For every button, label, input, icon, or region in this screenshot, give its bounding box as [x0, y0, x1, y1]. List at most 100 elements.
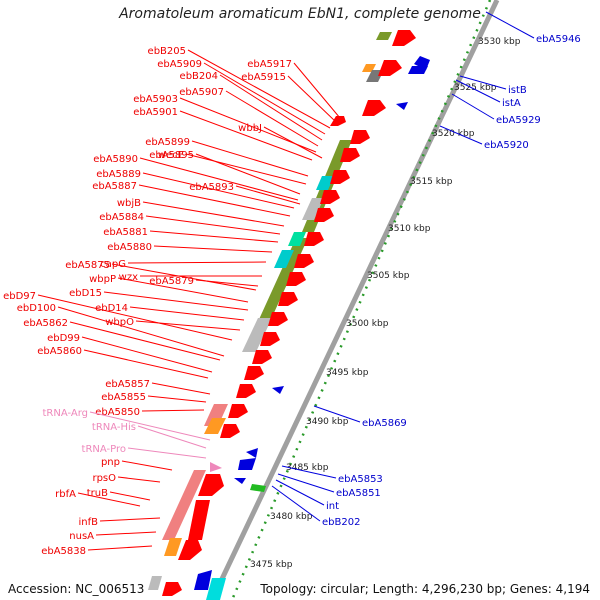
- gene-label[interactable]: nusA: [69, 531, 94, 542]
- scale-tick-label: 3475 kbp: [250, 560, 293, 570]
- label-leader-line: [185, 153, 307, 185]
- label-leader-line: [145, 215, 281, 235]
- gene-arrow-forward: [260, 332, 280, 346]
- scale-tick-label: 3530 kbp: [478, 37, 521, 47]
- gene-label[interactable]: ebA5909: [157, 59, 202, 70]
- gene-label[interactable]: ebA5893: [189, 182, 234, 193]
- label-leader-line: [89, 411, 211, 441]
- label-leader-line: [287, 75, 337, 123]
- gene-label[interactable]: ebA5838: [41, 546, 86, 557]
- label-leader-line: [293, 62, 341, 119]
- label-leader-line: [195, 279, 259, 287]
- gene-label[interactable]: ebA5880: [107, 242, 152, 253]
- gene-label[interactable]: ebA5857: [105, 379, 150, 390]
- gene-label[interactable]: ebB204: [180, 71, 218, 82]
- scale-tick-label: 3505 kbp: [367, 271, 410, 281]
- gene-label[interactable]: truB: [87, 488, 108, 499]
- gene-arrow-reverse: [246, 448, 258, 458]
- gene-label[interactable]: ebA5853: [338, 474, 383, 485]
- gene-label[interactable]: ebA5889: [96, 169, 141, 180]
- gene-label[interactable]: rpsO: [92, 473, 116, 484]
- gene-label[interactable]: ebA5869: [362, 418, 407, 429]
- gene-label[interactable]: wbpO: [105, 317, 134, 328]
- label-leader-line: [57, 306, 225, 357]
- gene-label[interactable]: ebA5895: [149, 150, 194, 161]
- gene-label[interactable]: pnp: [101, 457, 120, 468]
- trna-label[interactable]: tRNA-Pro: [82, 444, 126, 455]
- gene-label[interactable]: ebA5917: [247, 59, 292, 70]
- gene-band-cyan: [274, 250, 294, 268]
- label-leader-line: [275, 479, 325, 506]
- gene-arrow-reverse: [194, 570, 212, 590]
- scale-tick-label: 3525 kbp: [454, 83, 497, 93]
- gene-arrow-forward: [228, 404, 248, 418]
- gene-arrow-forward: [178, 540, 202, 560]
- gene-label[interactable]: ebA5920: [484, 140, 529, 151]
- gene-label[interactable]: ebD14: [95, 303, 128, 314]
- gene-label[interactable]: ebD100: [17, 303, 56, 314]
- label-leader-line: [127, 261, 267, 264]
- label-leader-line: [99, 517, 161, 522]
- gene-label[interactable]: wzx: [119, 272, 138, 283]
- gene-label[interactable]: infB: [79, 517, 99, 528]
- gene-label[interactable]: ebA5915: [241, 72, 286, 83]
- gene-label[interactable]: istA: [502, 98, 521, 109]
- gene-arrow-forward: [268, 312, 288, 326]
- gene-label[interactable]: ebD99: [47, 333, 80, 344]
- trna-label[interactable]: tRNA-Arg: [43, 408, 88, 419]
- gene-label[interactable]: ebA5903: [133, 94, 178, 105]
- gene-label[interactable]: wbpP: [89, 274, 116, 285]
- label-leader-line: [147, 395, 207, 403]
- gene-label[interactable]: wecE: [158, 150, 184, 161]
- gene-label[interactable]: ebB202: [322, 517, 360, 528]
- gene-label[interactable]: ebD15: [69, 288, 102, 299]
- gene-label[interactable]: ebA5875: [65, 260, 110, 271]
- gene-label[interactable]: ebA5850: [95, 407, 140, 418]
- gene-label[interactable]: ebD97: [3, 291, 36, 302]
- label-leader-line: [117, 476, 161, 483]
- gene-label[interactable]: ebA5879: [149, 276, 194, 287]
- gene-label[interactable]: ebA5890: [93, 154, 138, 165]
- gene-label[interactable]: ebA5901: [133, 107, 178, 118]
- gene-band-olive: [256, 238, 308, 326]
- label-leader-line: [139, 157, 299, 201]
- map-title: Aromatoleum aromaticum EbN1, complete ge…: [119, 6, 481, 22]
- gene-band-gray: [148, 576, 162, 590]
- label-leader-line: [127, 447, 207, 459]
- trna-label[interactable]: tRNA-His: [92, 422, 136, 433]
- gene-label[interactable]: ebA5929: [496, 115, 541, 126]
- gene-label[interactable]: ebA5884: [99, 212, 144, 223]
- right-labels: ebA5946 istB istA ebA5929 ebA5920 ebA5869 ebA5…: [271, 11, 581, 528]
- gene-label[interactable]: ebB205: [148, 46, 186, 57]
- gene-label[interactable]: ebA5851: [336, 488, 381, 499]
- gene-arrow-reverse: [272, 386, 284, 394]
- label-leader-line: [69, 321, 221, 361]
- scale-tick-label: 3495 kbp: [326, 368, 369, 378]
- gene-label[interactable]: ebA5887: [92, 181, 137, 192]
- gene-label[interactable]: istB: [508, 85, 527, 96]
- label-leader-line: [142, 172, 295, 209]
- gene-label[interactable]: wbbJ: [238, 123, 262, 134]
- gene-arrow-forward: [294, 254, 314, 268]
- gene-band-gray: [302, 198, 324, 220]
- summary-text: Topology: circular; Length: 4,296,230 bp…: [260, 582, 590, 596]
- scale-tick-label: 3520 kbp: [432, 129, 475, 139]
- gene-label[interactable]: ebA5881: [103, 227, 148, 238]
- gene-arrow-forward: [236, 384, 256, 398]
- label-leader-line: [203, 62, 326, 135]
- trna-labels: tRNA-Arg tRNA-His tRNA-Pro: [43, 408, 211, 459]
- gene-label[interactable]: ebA5855: [101, 392, 146, 403]
- gene-label[interactable]: ebA5946: [536, 34, 581, 45]
- gene-label[interactable]: ebA5860: [37, 346, 82, 357]
- gene-label[interactable]: ebA5899: [145, 137, 190, 148]
- scale-tick-label: 3500 kbp: [346, 319, 389, 329]
- scale-group: 3530 kbp 3525 kbp 3520 kbp 3515 kbp 3510 kbp…: [250, 37, 521, 570]
- gene-label[interactable]: rbfA: [55, 489, 76, 500]
- gene-label[interactable]: ebA5862: [23, 318, 68, 329]
- label-leader-line: [313, 405, 361, 423]
- gene-arrow-forward: [220, 424, 240, 438]
- gene-label[interactable]: ebA5907: [179, 87, 224, 98]
- gene-label[interactable]: wbjB: [117, 198, 141, 209]
- gene-label[interactable]: int: [326, 501, 339, 512]
